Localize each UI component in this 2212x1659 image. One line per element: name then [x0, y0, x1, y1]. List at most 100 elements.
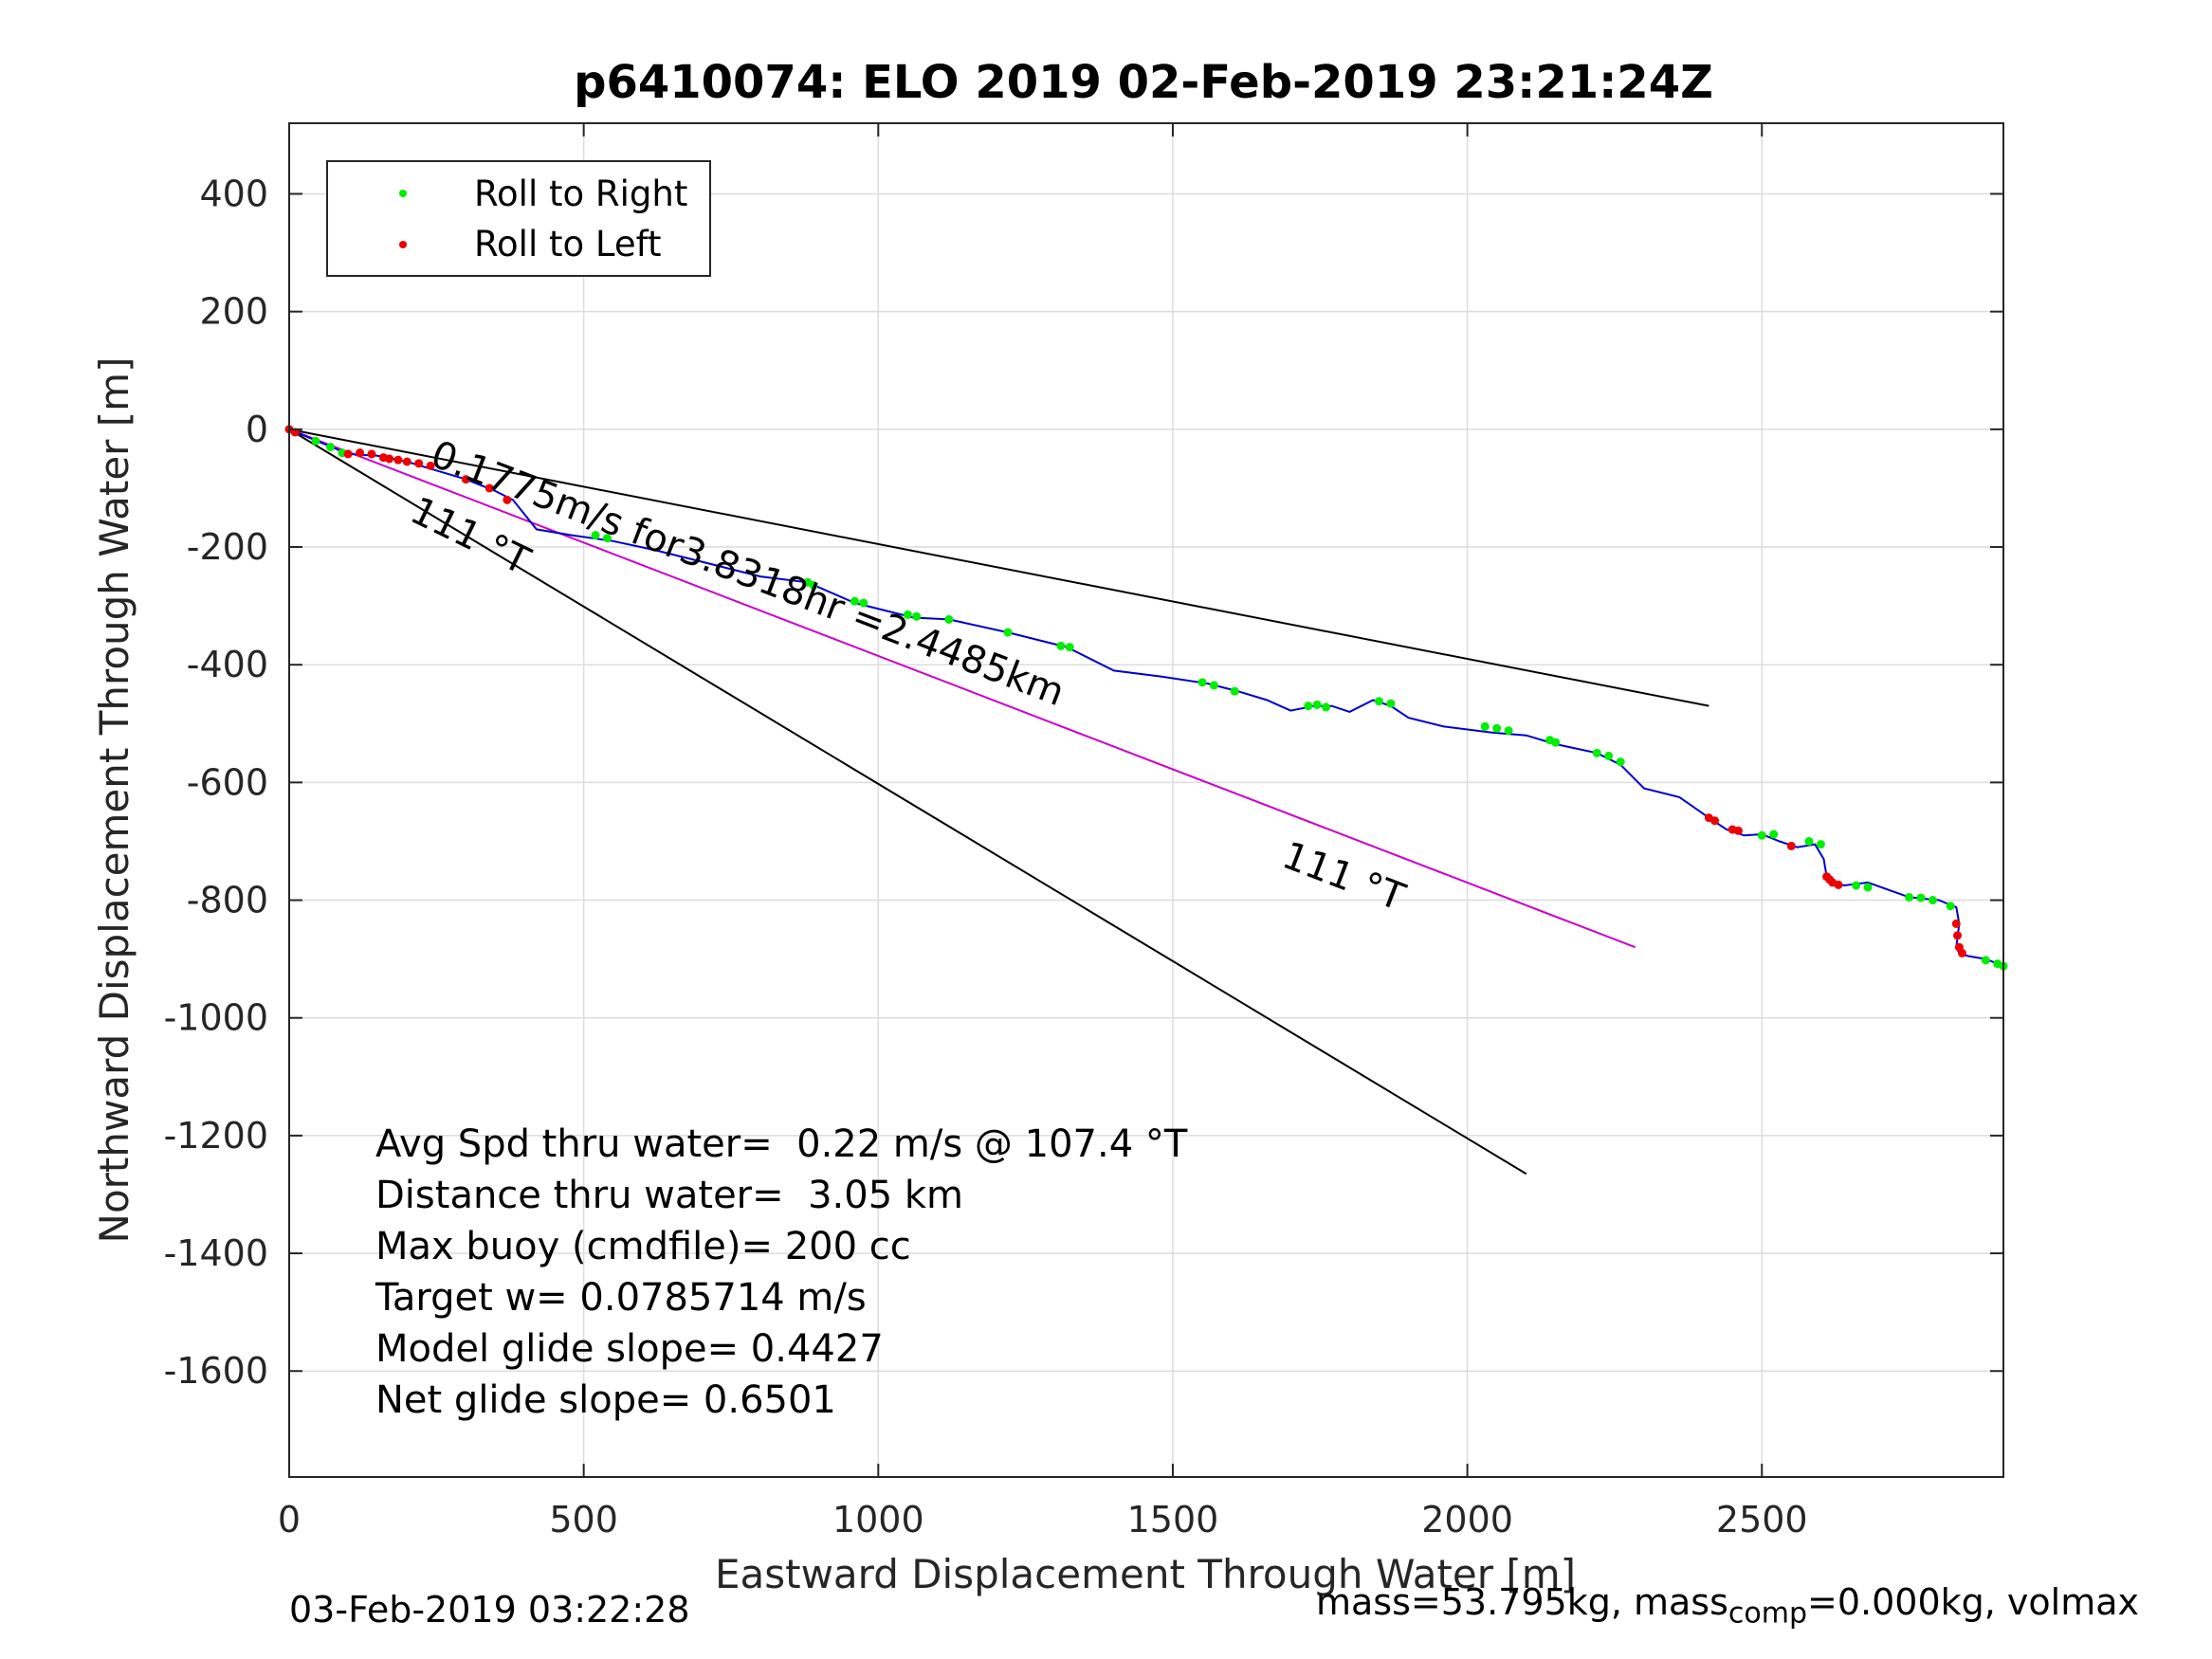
legend: Roll to Right Roll to Left	[326, 160, 711, 277]
roll-left-point	[1953, 931, 1963, 940]
y-tick-label: 0	[246, 409, 268, 450]
grid	[288, 123, 2003, 1477]
roll-left-point	[343, 449, 353, 459]
roll-left-point	[356, 448, 365, 458]
heading-label-right: 111 °T	[1276, 833, 1411, 920]
roll-right-point	[1209, 681, 1218, 690]
roll-right-point	[1804, 836, 1814, 846]
x-tick-label: 1500	[1127, 1499, 1219, 1540]
roll-right-point	[1816, 840, 1825, 849]
roll-right-point	[1065, 643, 1074, 652]
y-tick-label: -400	[187, 644, 268, 685]
legend-marker-roll-left	[399, 241, 407, 248]
roll-right-point	[1592, 748, 1601, 757]
roll-left-point	[1733, 826, 1743, 835]
roll-left-point	[402, 457, 411, 466]
roll-left-point	[385, 454, 394, 464]
stat-avg-speed: Avg Spd thru water= 0.22 m/s @ 107.4 °T	[375, 1122, 1188, 1166]
roll-right-point	[1863, 883, 1873, 892]
roll-right-point	[1616, 757, 1625, 767]
stat-distance: Distance thru water= 3.05 km	[375, 1174, 963, 1217]
roll-right-point	[325, 442, 335, 451]
roll-right-point	[1551, 738, 1561, 747]
roll-left-point	[414, 459, 424, 468]
y-tick-label: -1000	[164, 997, 268, 1039]
y-axis-label: Northward Displacement Through Water [m]	[91, 357, 137, 1244]
y-tick-label: -1400	[164, 1232, 268, 1274]
roll-right-point	[1946, 902, 1955, 911]
roll-right-point	[591, 531, 600, 540]
roll-left-point	[367, 449, 376, 459]
mass-text: mass=53.795kg, mass	[1316, 1581, 1728, 1623]
y-tick-label: -800	[187, 880, 268, 921]
y-tick-label: -600	[187, 761, 268, 803]
roll-left-point	[503, 495, 512, 504]
roll-right-point	[1312, 700, 1322, 709]
roll-left-point	[426, 461, 435, 470]
stat-target-w: Target w= 0.0785714 m/s	[375, 1276, 867, 1320]
roll-right-point	[1981, 956, 1990, 965]
roll-right-point	[912, 611, 922, 621]
roll-right-point	[1905, 892, 1914, 902]
stat-max-buoy: Max buoy (cmdfile)= 200 cc	[375, 1225, 911, 1268]
roll-right-point	[1604, 751, 1614, 760]
footer-mass: mass=53.795kg, masscomp=0.000kg, volmax	[1316, 1581, 2212, 1631]
roll-left-point	[1958, 948, 1967, 957]
roll-right-point	[944, 614, 954, 624]
x-tick-label: 1000	[832, 1499, 924, 1540]
legend-marker-roll-right	[399, 190, 407, 197]
roll-left-point	[461, 475, 470, 484]
x-tick-label: 2500	[1716, 1499, 1808, 1540]
y-tick-label: -200	[187, 526, 268, 568]
y-tick-label: 400	[199, 173, 268, 215]
plot-frame	[288, 122, 2004, 1478]
roll-right-point	[809, 580, 818, 590]
y-tick-label: -1200	[164, 1115, 268, 1157]
mass-subscript: comp	[1728, 1596, 1808, 1631]
x-tick-label: 500	[549, 1499, 618, 1540]
roll-right-point	[1386, 699, 1396, 708]
roll-right-point	[1197, 678, 1207, 687]
stat-net-glide-slope: Net glide slope= 0.6501	[375, 1378, 836, 1422]
x-tick-label: 2000	[1421, 1499, 1513, 1540]
roll-right-point	[903, 610, 912, 619]
stat-model-glide-slope: Model glide slope= 0.4427	[375, 1327, 884, 1371]
roll-right-point	[1492, 723, 1502, 733]
roll-right-point	[1321, 702, 1330, 712]
roll-left-point	[1710, 816, 1720, 826]
roll-right-point	[1003, 628, 1013, 637]
roll-left-point	[1786, 841, 1796, 850]
legend-label-roll-left: Roll to Left	[474, 224, 662, 264]
roll-right-point	[1757, 830, 1766, 840]
roll-right-point	[859, 598, 868, 608]
ticks: 0 500 1000 1500 2000 25004002000-200-400-600-…	[164, 123, 2003, 1540]
roll-right-point	[850, 596, 859, 606]
roll-right-point	[1852, 881, 1861, 890]
reference-line	[288, 428, 1636, 949]
roll-right-point	[1230, 686, 1239, 696]
reference-lines	[288, 428, 1709, 1176]
roll-right-point	[1480, 721, 1490, 731]
chart-title: p6410074: ELO 2019 02-Feb-2019 23:21:24Z	[574, 56, 1713, 109]
roll-right-point	[1304, 702, 1313, 711]
roll-right-point	[1916, 893, 1926, 902]
x-axis-label: Eastward Displacement Through Water [m]	[715, 1551, 1576, 1597]
roll-left-point	[1834, 880, 1843, 889]
roll-right-point	[311, 436, 320, 446]
y-tick-label: 200	[199, 291, 268, 333]
reference-line	[288, 428, 1527, 1176]
stats-block: Avg Spd thru water= 0.22 m/s @ 107.4 °T …	[375, 1122, 1188, 1422]
roll-left-point	[1951, 919, 1961, 928]
mass-suffix: =0.000kg, volmax	[1807, 1581, 2140, 1623]
roll-right-point	[1504, 726, 1513, 736]
footer-timestamp: 03-Feb-2019 03:22:28	[289, 1589, 690, 1631]
roll-right-point	[1374, 697, 1383, 706]
legend-label-roll-right: Roll to Right	[474, 173, 687, 214]
reference-line	[288, 428, 1709, 707]
legend-box	[326, 160, 711, 277]
roll-right-point	[603, 534, 612, 543]
roll-left-point	[484, 483, 494, 493]
y-tick-label: -1600	[164, 1350, 268, 1392]
x-tick-label: 0	[278, 1499, 301, 1540]
